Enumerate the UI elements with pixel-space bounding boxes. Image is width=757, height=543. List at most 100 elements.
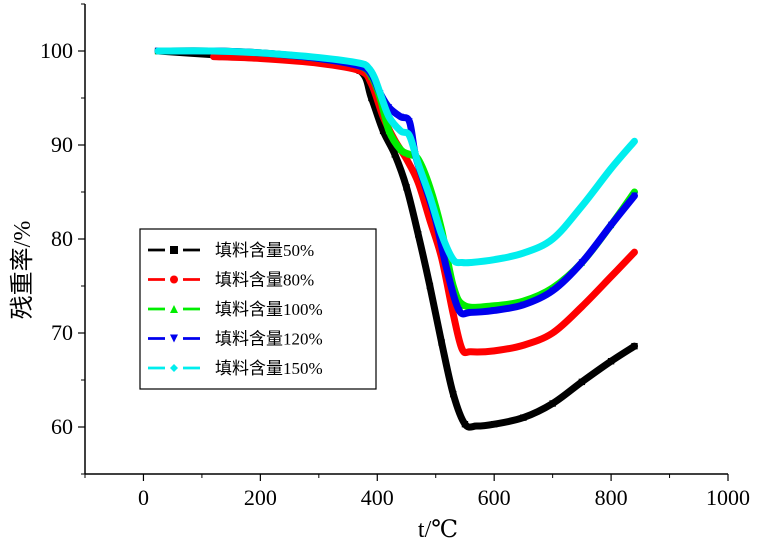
data-point <box>406 151 413 158</box>
data-point <box>385 127 393 135</box>
legend-item: 填料含量80% <box>148 271 314 290</box>
legend-marker <box>170 305 178 313</box>
data-point <box>397 146 404 153</box>
data-point <box>578 259 586 266</box>
legend-marker <box>170 364 178 372</box>
data-point <box>414 160 422 167</box>
data-point <box>467 348 474 355</box>
data-point <box>455 307 463 314</box>
axes: 0 200 400 600 800 1000 60 70 80 90 100 <box>40 3 750 510</box>
data-point <box>631 192 638 199</box>
data-point <box>549 287 556 294</box>
legend-label: 填料含量100% <box>215 300 323 319</box>
data-point <box>607 273 615 280</box>
data-point <box>490 420 498 428</box>
data-point <box>450 256 457 263</box>
data-point <box>520 414 527 421</box>
data-point <box>461 420 469 428</box>
data-point <box>426 193 434 200</box>
data-point <box>549 400 556 407</box>
data-point <box>257 49 264 57</box>
data-point <box>450 390 457 398</box>
data-point <box>414 231 422 238</box>
data-point <box>376 90 384 97</box>
y-tick-label: 90 <box>51 132 73 157</box>
legend-box <box>139 228 377 390</box>
data-point <box>458 345 466 353</box>
data-point <box>520 342 527 349</box>
data-point <box>607 358 615 365</box>
data-point <box>549 235 556 243</box>
data-point <box>631 342 638 350</box>
legend-item: 填料含量120% <box>148 330 323 349</box>
data-point <box>631 138 638 145</box>
legend-item: 填料含量100% <box>148 300 323 319</box>
legend-label: 填料含量120% <box>215 330 323 349</box>
legend: 填料含量50% 填料含量80% 填料含量100% 填料含量120% 填料含量150% <box>139 228 377 390</box>
data-point <box>444 268 451 276</box>
data-point <box>414 179 422 186</box>
legend-marker <box>170 334 178 343</box>
data-point <box>578 202 586 210</box>
data-point <box>397 113 404 120</box>
data-point <box>467 259 474 266</box>
data-point <box>578 303 586 310</box>
x-tick-label: 0 <box>138 485 149 510</box>
legend-label: 填料含量50% <box>215 241 314 260</box>
data-point <box>490 256 498 263</box>
data-point <box>210 47 217 55</box>
legend-label: 填料含量150% <box>215 359 323 378</box>
x-tick-label: 400 <box>361 485 394 510</box>
data-point <box>406 118 413 125</box>
x-axis-title: t/℃ <box>418 517 458 543</box>
data-point <box>356 60 363 67</box>
y-tick-label: 60 <box>51 414 73 439</box>
data-point <box>438 231 445 238</box>
data-point <box>631 248 638 256</box>
data-point <box>315 54 323 61</box>
legend-marker <box>170 275 178 284</box>
y-tick-label: 70 <box>51 320 73 345</box>
data-point <box>490 307 498 314</box>
data-point <box>365 64 372 72</box>
x-tick-label: 600 <box>478 485 511 510</box>
series-5 <box>154 47 638 267</box>
data-point <box>520 301 527 308</box>
data-point <box>154 47 162 55</box>
data-point <box>458 259 466 266</box>
data-point <box>461 302 469 309</box>
data-point <box>473 422 480 430</box>
x-tick-label: 200 <box>244 485 277 510</box>
x-tick-label: 1000 <box>706 485 750 510</box>
data-point <box>257 55 264 62</box>
series-2 <box>210 53 638 357</box>
data-point <box>426 217 434 224</box>
data-point <box>490 347 498 355</box>
data-point <box>426 282 434 290</box>
data-point <box>438 339 445 346</box>
data-point <box>371 74 378 81</box>
legend-marker <box>170 246 178 254</box>
legend-item: 填料含量150% <box>148 359 323 378</box>
data-point <box>210 53 217 60</box>
data-point <box>391 151 399 158</box>
data-point <box>385 113 393 120</box>
data-point <box>403 184 410 191</box>
data-point <box>578 378 586 386</box>
data-point <box>520 249 527 257</box>
y-axis-title: 残重率/% <box>9 221 36 320</box>
y-tick-label: 80 <box>51 226 73 251</box>
x-tick-label: 800 <box>595 485 628 510</box>
y-tick-label: 100 <box>40 38 73 63</box>
data-point <box>467 309 474 316</box>
data-point <box>607 165 615 172</box>
data-point <box>397 127 404 135</box>
plot-area <box>154 47 638 431</box>
legend-label: 填料含量80% <box>215 271 314 290</box>
data-point <box>549 329 556 337</box>
data-point <box>406 132 413 139</box>
legend-item: 填料含量50% <box>148 241 314 260</box>
data-point <box>450 311 457 318</box>
data-point <box>607 221 615 229</box>
